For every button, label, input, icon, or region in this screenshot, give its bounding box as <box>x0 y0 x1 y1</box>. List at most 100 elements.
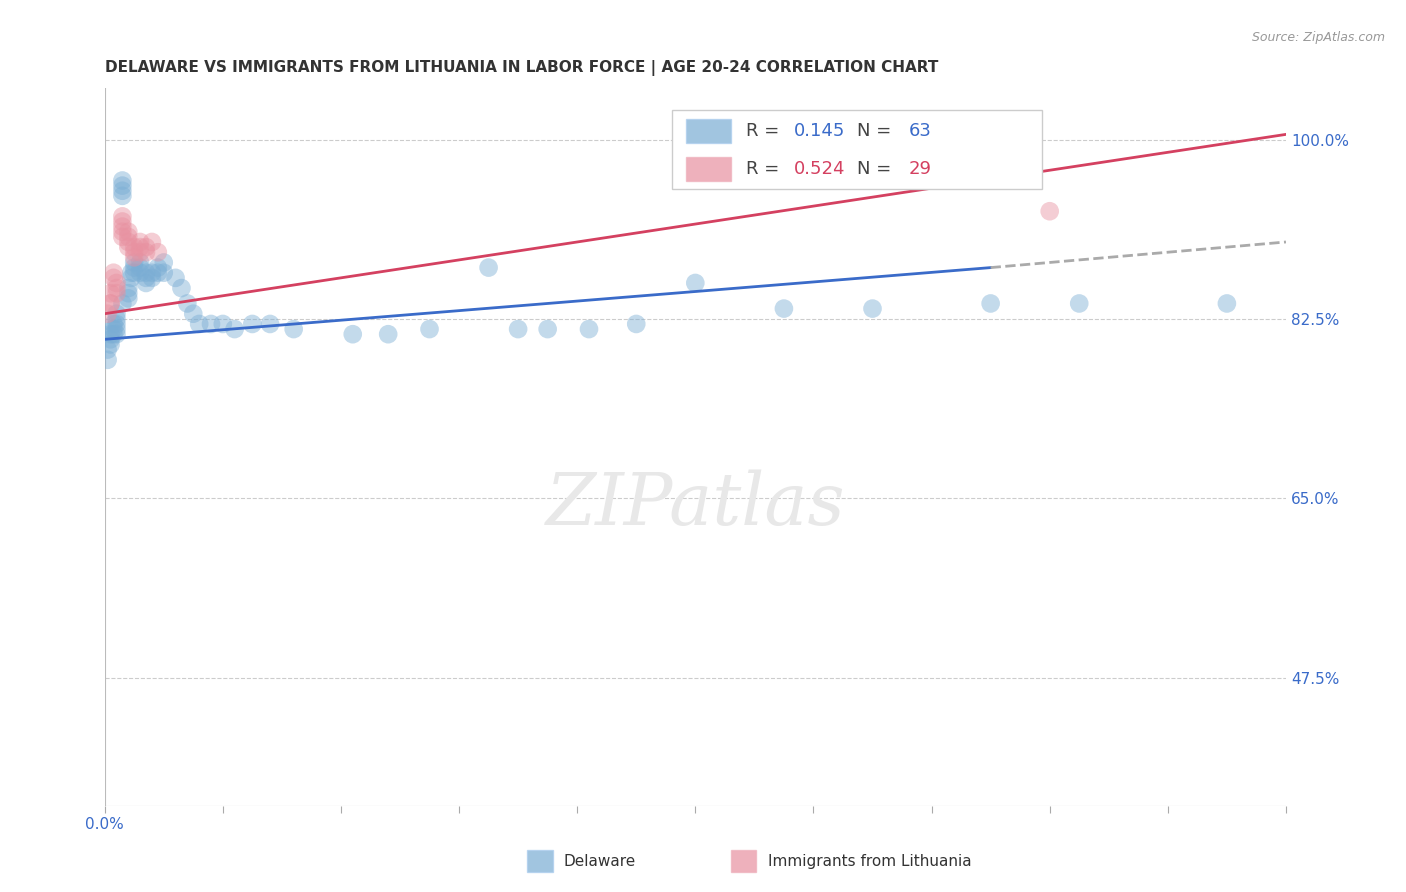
Point <box>980 296 1002 310</box>
Point <box>117 230 139 244</box>
Point <box>97 352 120 367</box>
Point <box>135 245 157 260</box>
Point <box>146 260 169 275</box>
Point <box>120 266 142 280</box>
Point <box>129 255 152 269</box>
Point <box>100 327 122 342</box>
Point <box>146 266 169 280</box>
Point <box>111 210 134 224</box>
Text: Source: ZipAtlas.com: Source: ZipAtlas.com <box>1251 31 1385 45</box>
Point <box>1216 296 1239 310</box>
Point <box>862 301 884 316</box>
Text: N =: N = <box>856 122 897 140</box>
Point <box>146 245 169 260</box>
Point <box>120 270 142 285</box>
Point <box>111 184 134 198</box>
Text: N =: N = <box>856 160 897 178</box>
Point <box>141 235 163 249</box>
Point <box>152 266 174 280</box>
Text: Delaware: Delaware <box>564 854 636 869</box>
Point <box>105 322 128 336</box>
Point <box>105 327 128 342</box>
Text: 29: 29 <box>908 160 932 178</box>
Point <box>1039 204 1062 219</box>
Point <box>111 189 134 203</box>
Text: ZIPatlas: ZIPatlas <box>546 469 845 540</box>
Point <box>111 219 134 234</box>
Point <box>170 281 193 295</box>
Point <box>135 240 157 254</box>
Point <box>537 322 560 336</box>
Point <box>105 307 128 321</box>
Point <box>240 317 263 331</box>
Point <box>122 251 145 265</box>
Point <box>418 322 440 336</box>
Point <box>122 240 145 254</box>
Point <box>122 266 145 280</box>
Point <box>176 296 198 310</box>
Point <box>181 307 204 321</box>
Point <box>200 317 222 331</box>
Point <box>100 286 122 301</box>
Point <box>283 322 305 336</box>
Point <box>97 343 120 357</box>
Point <box>100 332 122 346</box>
Point <box>111 173 134 187</box>
Point <box>141 270 163 285</box>
Point <box>111 230 134 244</box>
Text: 0.524: 0.524 <box>794 160 845 178</box>
Point <box>97 307 120 321</box>
Point <box>152 255 174 269</box>
Point <box>129 235 152 249</box>
Point <box>129 240 152 254</box>
Point <box>129 266 152 280</box>
Point <box>105 276 128 290</box>
Point <box>165 270 187 285</box>
Point <box>141 266 163 280</box>
Point <box>103 327 125 342</box>
Point <box>111 225 134 239</box>
Point <box>342 327 364 342</box>
Point <box>111 214 134 228</box>
Point <box>578 322 600 336</box>
Point <box>105 317 128 331</box>
Point <box>111 178 134 193</box>
Point <box>135 276 157 290</box>
Point <box>100 296 122 310</box>
Point <box>1069 296 1091 310</box>
Point <box>117 240 139 254</box>
Point <box>122 245 145 260</box>
Point <box>224 322 246 336</box>
Text: Immigrants from Lithuania: Immigrants from Lithuania <box>768 854 972 869</box>
Point <box>117 281 139 295</box>
Point <box>478 260 501 275</box>
Text: 63: 63 <box>908 122 932 140</box>
Point <box>135 266 157 280</box>
Point <box>773 301 796 316</box>
Point <box>103 266 125 280</box>
Point <box>122 260 145 275</box>
Point <box>122 255 145 269</box>
Point <box>111 296 134 310</box>
Text: 0.145: 0.145 <box>794 122 845 140</box>
Point <box>105 286 128 301</box>
Point <box>103 317 125 331</box>
Point <box>117 235 139 249</box>
Point <box>105 311 128 326</box>
Point <box>129 245 152 260</box>
Text: R =: R = <box>745 122 785 140</box>
Point <box>259 317 281 331</box>
Point <box>129 260 152 275</box>
Point <box>103 270 125 285</box>
Point <box>100 337 122 351</box>
Point <box>117 225 139 239</box>
Text: R =: R = <box>745 160 785 178</box>
Point <box>100 296 122 310</box>
Point <box>117 291 139 305</box>
Point <box>508 322 530 336</box>
Point <box>103 322 125 336</box>
Point <box>188 317 211 331</box>
Text: DELAWARE VS IMMIGRANTS FROM LITHUANIA IN LABOR FORCE | AGE 20-24 CORRELATION CHA: DELAWARE VS IMMIGRANTS FROM LITHUANIA IN… <box>104 60 938 76</box>
Point <box>105 281 128 295</box>
Point <box>685 276 707 290</box>
